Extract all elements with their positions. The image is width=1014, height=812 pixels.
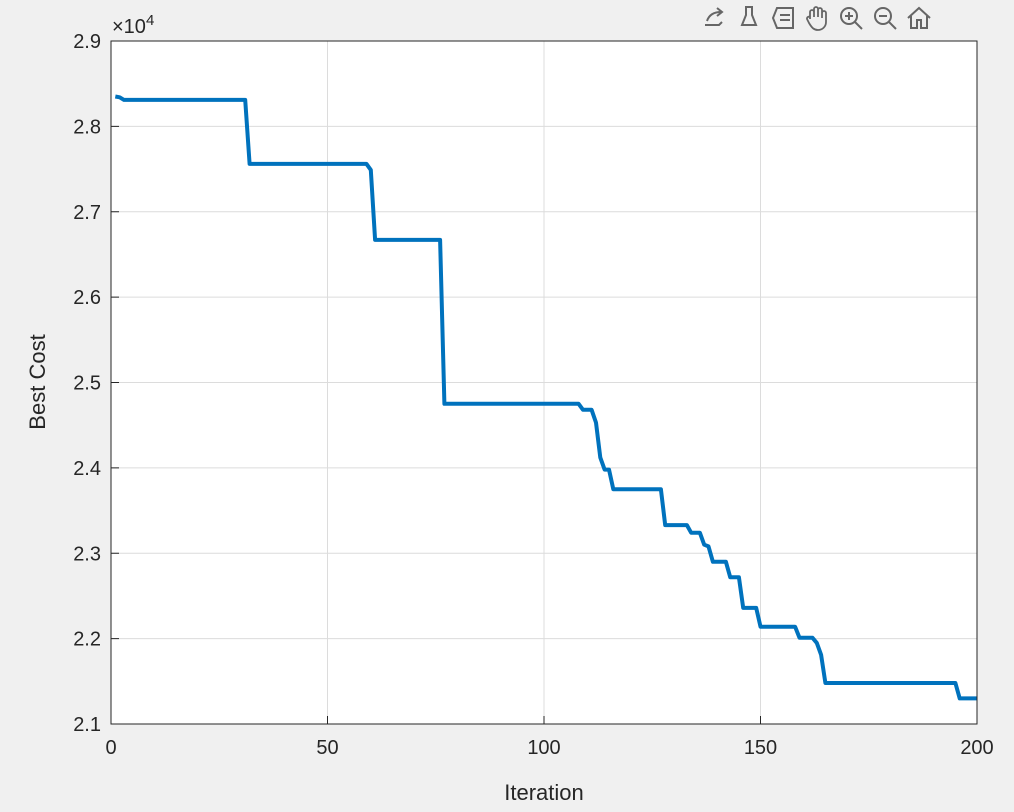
y-exponent-label: ×104 [112,12,154,38]
y-axis-label: Best Cost [25,334,50,429]
home-button[interactable] [904,2,934,34]
axes-toolbar [700,2,934,34]
y-tick-label: 2.9 [73,31,101,53]
export-icon [705,7,724,26]
pan-icon [806,6,827,31]
brush-button[interactable] [734,2,764,34]
x-tick-label: 100 [527,737,560,759]
data-tips-icon [771,7,794,29]
y-tick-label: 2.8 [73,116,101,138]
x-tick-label: 0 [105,737,116,759]
x-tick-label: 50 [316,737,338,759]
zoom-in-icon [840,7,863,30]
y-tick-label: 2.5 [73,373,101,395]
pan-button[interactable] [802,2,832,34]
ticks: 0 50 100 150 200 2.1 2.2 2.3 2.4 2.5 2.6 2.7 2.8 2.9 [73,31,994,759]
x-axis-label: Iteration [504,780,584,805]
best-cost-line [114,94,977,701]
y-tick-label: 2.1 [73,714,101,736]
export-button[interactable] [700,2,730,34]
y-tick-label: 2.3 [73,543,101,565]
zoom-in-button[interactable] [836,2,866,34]
home-icon [907,6,931,29]
x-tick-label: 200 [960,737,993,759]
x-tick-label: 150 [744,737,777,759]
series-line-group [114,94,977,701]
y-tick-label: 2.4 [73,458,101,480]
zoom-out-button[interactable] [870,2,900,34]
y-tick-label: 2.6 [73,287,101,309]
data-tips-button[interactable] [768,2,798,34]
y-tick-label: 2.7 [73,202,101,224]
y-tick-label: 2.2 [73,629,101,651]
zoom-out-icon [874,7,897,30]
brush-icon [740,6,758,26]
